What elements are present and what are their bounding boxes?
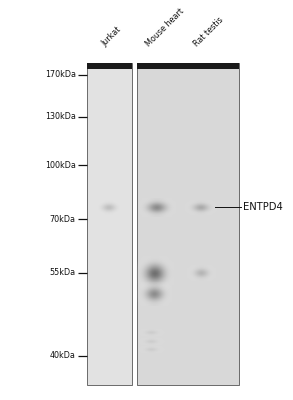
FancyBboxPatch shape — [137, 63, 239, 69]
Text: Jurkat: Jurkat — [100, 26, 123, 48]
FancyBboxPatch shape — [87, 63, 132, 384]
Text: 130kDa: 130kDa — [45, 112, 76, 122]
Text: 40kDa: 40kDa — [50, 351, 76, 360]
Text: 70kDa: 70kDa — [50, 214, 76, 224]
FancyBboxPatch shape — [87, 63, 132, 69]
Text: Mouse heart: Mouse heart — [144, 7, 185, 48]
Text: 170kDa: 170kDa — [45, 70, 76, 79]
Text: Rat testis: Rat testis — [192, 15, 225, 48]
Text: 100kDa: 100kDa — [45, 161, 76, 170]
Text: ENTPD4: ENTPD4 — [243, 202, 283, 212]
Text: 55kDa: 55kDa — [50, 268, 76, 278]
FancyBboxPatch shape — [137, 63, 239, 384]
